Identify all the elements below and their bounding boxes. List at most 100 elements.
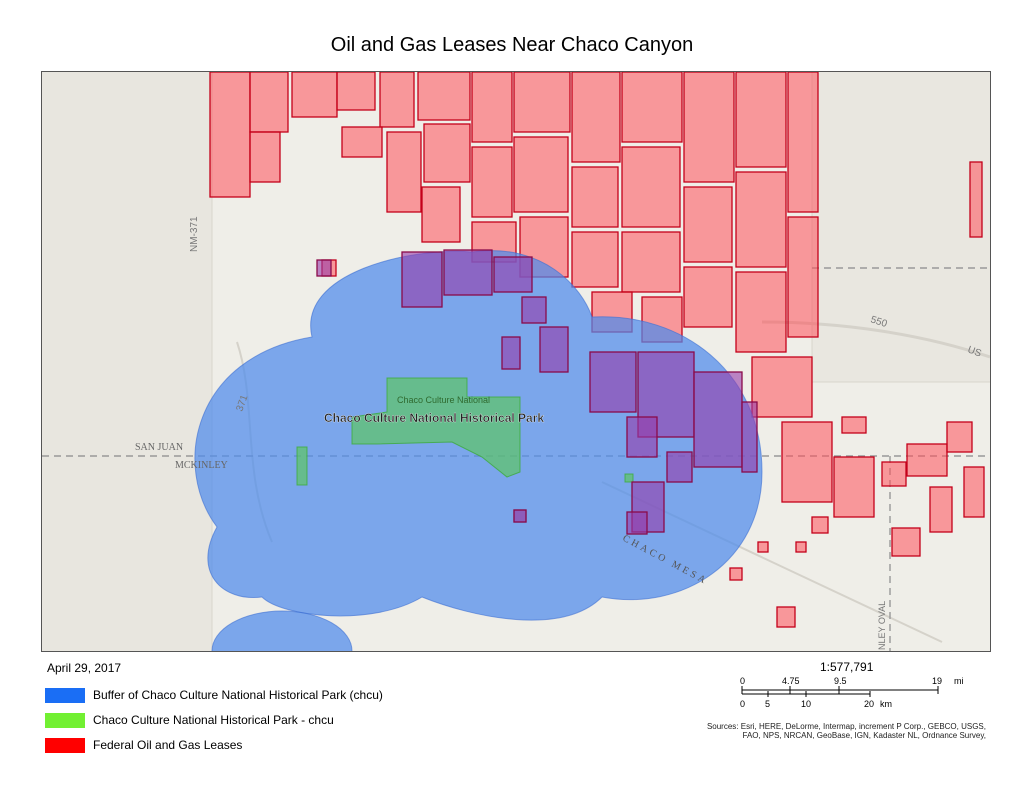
lease-parcel[interactable]	[683, 186, 733, 263]
lease-parcel[interactable]	[683, 266, 733, 328]
lease-parcel-in-buffer[interactable]	[513, 509, 527, 523]
lease-parcel[interactable]	[929, 486, 953, 533]
national-park-parcel[interactable]	[296, 446, 308, 486]
lease-parcel[interactable]	[891, 527, 921, 557]
lease-parcel[interactable]	[571, 166, 619, 228]
national-park-layer[interactable]	[296, 377, 634, 486]
label-mckinley: MCKINLEY	[175, 460, 228, 471]
map-title: Oil and Gas Leases Near Chaco Canyon	[330, 34, 694, 56]
lease-parcel[interactable]	[379, 72, 415, 128]
lease-parcel[interactable]	[963, 466, 985, 518]
lease-parcel-in-buffer[interactable]	[316, 259, 332, 277]
legend-swatch-park	[45, 712, 85, 728]
scale-bar-graphic: 0 4.75 9.5 19 mi 0 5 10 20 km	[740, 676, 964, 709]
lease-parcel[interactable]	[735, 271, 787, 353]
lease-parcel[interactable]	[969, 161, 983, 238]
lease-parcel[interactable]	[421, 186, 461, 243]
legend-label-park: Chaco Culture National Historical Park -…	[93, 713, 334, 727]
lease-parcel-in-buffer[interactable]	[626, 416, 658, 458]
lease-parcel-in-buffer[interactable]	[493, 256, 533, 293]
scale-ratio: 1:577,791	[820, 660, 874, 674]
lease-parcel[interactable]	[833, 456, 875, 518]
lease-parcel-in-buffer[interactable]	[693, 371, 743, 468]
lease-parcel[interactable]	[249, 131, 281, 183]
scale-mi-tick-2: 9.5	[834, 676, 847, 686]
legend-item-park: Chaco Culture National Historical Park -…	[45, 709, 383, 731]
lease-parcel[interactable]	[209, 72, 251, 198]
lease-parcel[interactable]	[735, 72, 787, 168]
lease-parcel[interactable]	[417, 72, 471, 121]
legend-item-buffer: Buffer of Chaco Culture National Histori…	[45, 684, 383, 706]
lease-parcel[interactable]	[513, 72, 571, 133]
lease-parcel-in-buffer[interactable]	[501, 336, 521, 370]
scale-mi-unit: mi	[954, 676, 964, 686]
label-route-550: 550	[869, 314, 889, 330]
lease-parcel[interactable]	[841, 416, 867, 434]
lease-parcel[interactable]	[336, 72, 376, 111]
lease-parcel[interactable]	[811, 516, 829, 534]
lease-parcel[interactable]	[776, 606, 796, 628]
lease-parcel[interactable]	[683, 72, 735, 183]
lease-parcel[interactable]	[291, 72, 338, 118]
scale-mi-tick-3: 19	[932, 676, 942, 686]
lease-parcel[interactable]	[423, 123, 471, 183]
lease-parcel-in-buffer[interactable]	[631, 481, 665, 533]
scale-km-tick-1: 5	[765, 699, 770, 709]
lease-parcel[interactable]	[386, 131, 422, 213]
scale-mi-tick-0: 0	[740, 676, 745, 686]
lease-parcel[interactable]	[249, 72, 289, 133]
lease-parcel-in-buffer[interactable]	[401, 251, 443, 308]
lease-parcel[interactable]	[787, 216, 819, 338]
lease-parcel[interactable]	[621, 231, 681, 293]
scale-km-unit: km	[880, 699, 892, 709]
lease-parcel-in-buffer[interactable]	[589, 351, 637, 413]
scale-km-tick-3: 20	[864, 699, 874, 709]
leases-in-buffer-layer[interactable]	[316, 249, 758, 535]
lease-parcel-in-buffer[interactable]	[741, 401, 758, 473]
map-date: April 29, 2017	[47, 661, 122, 675]
basemap-west-region	[42, 72, 212, 651]
lease-parcel[interactable]	[906, 443, 948, 477]
lease-parcel[interactable]	[471, 146, 513, 218]
lease-parcel[interactable]	[787, 72, 819, 213]
scale-km-tick-0: 0	[740, 699, 745, 709]
legend: Buffer of Chaco Culture National Histori…	[45, 684, 383, 759]
label-park-inner: Chaco Culture National	[397, 395, 490, 405]
legend-swatch-leases	[45, 737, 85, 753]
legend-item-leases: Federal Oil and Gas Leases	[45, 734, 383, 756]
lease-parcel[interactable]	[621, 146, 681, 228]
lease-parcel[interactable]	[735, 171, 787, 268]
lease-parcel[interactable]	[513, 136, 569, 213]
lease-parcel-in-buffer[interactable]	[539, 326, 569, 373]
scale-km-tick-2: 10	[801, 699, 811, 709]
lease-parcel[interactable]	[571, 231, 619, 288]
label-san-juan: SAN JUAN	[135, 442, 183, 453]
label-us: US	[966, 344, 983, 359]
lease-parcel[interactable]	[621, 72, 683, 143]
lease-parcel[interactable]	[471, 72, 513, 143]
lease-parcel[interactable]	[781, 421, 833, 503]
scale-mi-tick-1: 4.75	[782, 676, 800, 686]
lease-parcel[interactable]	[946, 421, 973, 453]
lease-parcel[interactable]	[751, 356, 813, 418]
lease-parcel[interactable]	[729, 567, 743, 581]
legend-swatch-buffer	[45, 687, 85, 703]
lease-parcel-in-buffer[interactable]	[443, 249, 493, 296]
national-park-parcel[interactable]	[624, 473, 634, 483]
label-nm-371: NM-371	[189, 216, 200, 252]
lease-parcel-in-buffer[interactable]	[521, 296, 547, 324]
lease-parcel[interactable]	[757, 541, 769, 553]
lease-parcel[interactable]	[881, 461, 907, 487]
label-mckinley-ovals: NLEY OVAL	[877, 601, 887, 650]
lease-parcel[interactable]	[341, 126, 383, 158]
lease-parcel[interactable]	[571, 72, 621, 163]
lease-parcel[interactable]	[795, 541, 807, 553]
lease-parcel-in-buffer[interactable]	[626, 511, 648, 535]
national-park-area[interactable]	[351, 377, 521, 478]
label-park-name: Chaco Culture National Historical Park	[324, 411, 544, 425]
map-canvas[interactable]: NM-371 371 550 US SAN JUAN MCKINLEY CHAC…	[42, 72, 990, 651]
basemap-northeast-region	[812, 72, 990, 382]
buffer-zone-secondary[interactable]	[211, 610, 353, 651]
lease-parcel-in-buffer[interactable]	[666, 451, 693, 483]
map-frame[interactable]: NM-371 371 550 US SAN JUAN MCKINLEY CHAC…	[41, 71, 991, 652]
